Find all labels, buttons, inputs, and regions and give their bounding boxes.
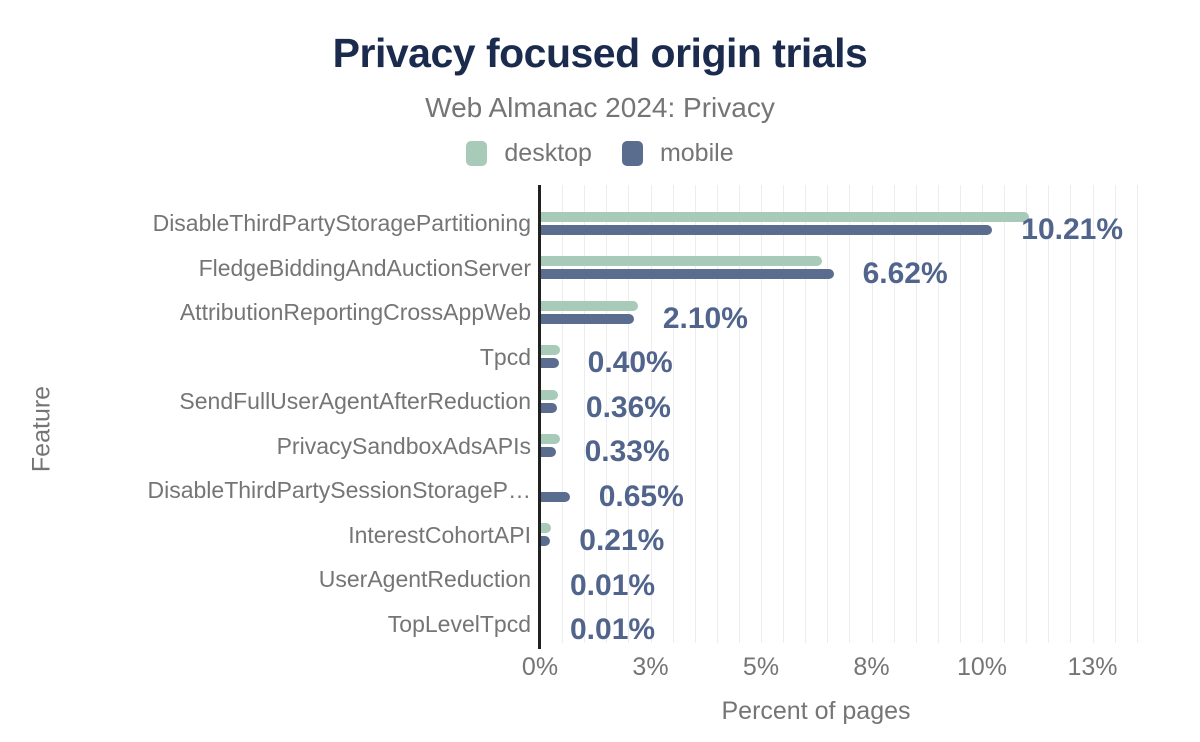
value-label: 10.21% xyxy=(1021,212,1124,246)
bar-desktop xyxy=(541,345,560,356)
value-label: 2.10% xyxy=(662,301,748,335)
legend-item-desktop: desktop xyxy=(466,139,592,168)
chart-subtitle: Web Almanac 2024: Privacy xyxy=(425,92,775,123)
gridline xyxy=(937,185,939,643)
legend-item-mobile: mobile xyxy=(621,139,734,168)
legend: desktop mobile xyxy=(0,139,1200,168)
desktop-swatch-icon xyxy=(466,141,488,166)
bar-mobile xyxy=(541,358,559,369)
category-label: DisableThirdPartyStoragePartitioning xyxy=(152,210,531,237)
x-tick-label: 3% xyxy=(632,653,669,681)
gridline xyxy=(716,185,718,643)
chart-title: Privacy focused origin trials xyxy=(332,30,868,76)
gridline xyxy=(805,185,807,643)
gridline xyxy=(1092,185,1094,643)
category-label: SendFullUserAgentAfterReduction xyxy=(179,388,531,415)
gridline xyxy=(959,185,961,643)
bar-mobile xyxy=(541,447,556,458)
bar-mobile xyxy=(541,491,570,502)
gridline xyxy=(606,185,608,643)
value-label: 0.65% xyxy=(598,479,684,513)
x-tick-label: 8% xyxy=(853,653,890,681)
x-tick-label: 5% xyxy=(742,653,780,681)
category-label: TopLevelTpcd xyxy=(387,610,531,637)
gridline xyxy=(694,185,696,643)
gridline xyxy=(1114,185,1116,643)
gridline xyxy=(827,185,829,643)
value-label: 0.40% xyxy=(587,346,673,380)
bar-desktop xyxy=(541,300,639,311)
x-axis-title: Percent of pages xyxy=(721,697,911,725)
gridline xyxy=(584,185,586,643)
gridline xyxy=(783,185,785,643)
category-label: InterestCohortAPI xyxy=(348,521,531,548)
value-label: 0.01% xyxy=(570,568,656,602)
value-label: 0.21% xyxy=(579,524,665,558)
plot-area: 10.21% 6.62% 2.10% 0.40% 0.36% 0.33% 0.65% 0.21… xyxy=(538,185,1140,649)
bar-mobile xyxy=(541,313,634,324)
gridline xyxy=(672,185,674,643)
gridline xyxy=(761,185,762,643)
bar-mobile xyxy=(541,536,551,547)
gridline xyxy=(1048,185,1050,643)
gridline xyxy=(562,185,564,643)
gridline xyxy=(650,185,652,643)
x-tick-label: 0% xyxy=(521,653,559,681)
bar-desktop xyxy=(541,389,558,400)
gridline xyxy=(628,185,630,643)
bar-desktop xyxy=(541,523,551,534)
gridline xyxy=(1004,185,1006,643)
category-label: DisableThirdPartySessionStorageP… xyxy=(147,477,531,504)
x-axis-ticks: 0% 3% 5% 8% 10% 13% xyxy=(522,652,1140,682)
x-tick-label: 13% xyxy=(1067,653,1118,681)
value-label: 0.36% xyxy=(585,390,671,424)
legend-label-mobile: mobile xyxy=(659,139,734,167)
y-axis-line xyxy=(538,185,541,649)
bar-mobile xyxy=(541,224,993,235)
bar-mobile xyxy=(541,269,834,280)
gridline xyxy=(893,185,895,643)
category-label: UserAgentReduction xyxy=(318,566,531,593)
value-label: 0.01% xyxy=(570,613,656,647)
gridline xyxy=(1136,185,1138,643)
gridline xyxy=(915,185,917,643)
mobile-swatch-icon xyxy=(621,141,643,166)
category-labels: DisableThirdPartyStoragePartitioning Fled… xyxy=(0,185,531,643)
gridline xyxy=(1070,185,1072,643)
category-label: AttributionReportingCrossAppWeb xyxy=(179,299,531,326)
category-label: FledgeBiddingAndAuctionServer xyxy=(198,254,531,281)
category-label: PrivacySandboxAdsAPIs xyxy=(276,432,531,459)
gridline xyxy=(738,185,740,643)
x-tick-label: 10% xyxy=(956,653,1008,681)
gridline xyxy=(1026,185,1028,643)
value-label: 6.62% xyxy=(862,257,948,291)
gridline xyxy=(871,185,873,643)
bar-desktop xyxy=(541,211,1030,222)
legend-label-desktop: desktop xyxy=(504,139,592,167)
bar-desktop xyxy=(541,434,560,445)
category-label: Tpcd xyxy=(479,343,531,370)
gridline xyxy=(982,185,983,643)
bar-mobile xyxy=(541,402,557,413)
bar-desktop xyxy=(541,256,822,267)
gridline xyxy=(849,185,851,643)
value-label: 0.33% xyxy=(584,435,670,469)
